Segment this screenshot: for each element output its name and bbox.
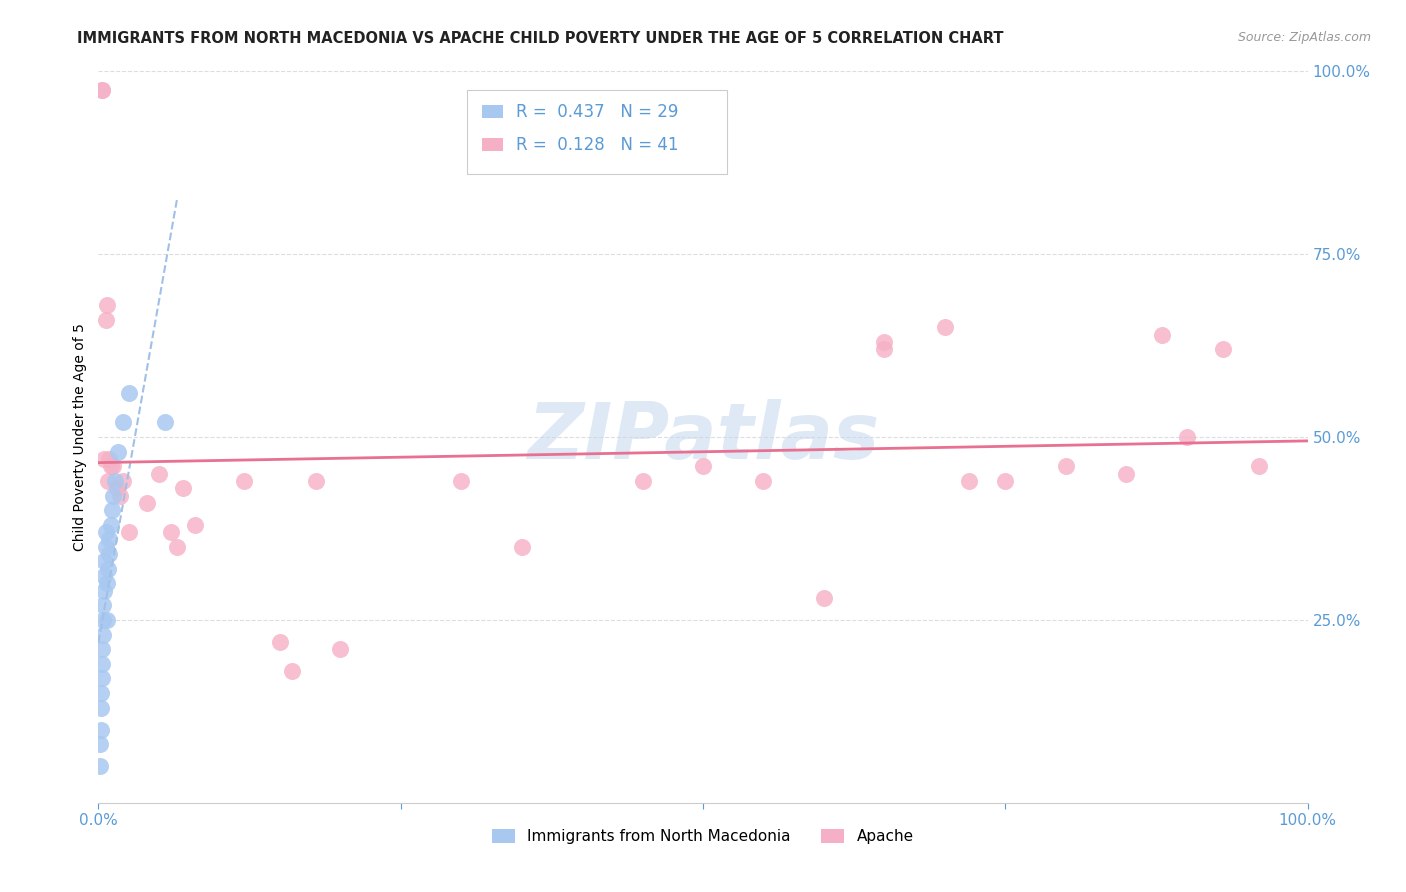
Point	[105, 481, 128, 495]
Point	[90, 723, 112, 737]
Point	[692, 459, 714, 474]
Point	[172, 481, 194, 495]
Point	[91, 672, 114, 686]
Point	[510, 540, 533, 554]
Point	[232, 474, 254, 488]
Point	[269, 635, 291, 649]
Point	[160, 525, 183, 540]
Point	[94, 540, 117, 554]
Point	[450, 474, 472, 488]
Point	[91, 657, 114, 671]
Point	[98, 452, 121, 467]
Point	[90, 686, 112, 700]
Point	[873, 343, 896, 357]
Point	[934, 320, 956, 334]
Text: Source: ZipAtlas.com: Source: ZipAtlas.com	[1237, 31, 1371, 45]
Point	[184, 517, 207, 532]
Point	[153, 416, 176, 430]
Point	[1212, 343, 1234, 357]
Point	[91, 627, 114, 641]
Point	[118, 525, 141, 540]
FancyBboxPatch shape	[482, 138, 503, 151]
Point	[101, 459, 124, 474]
Point	[1175, 430, 1198, 444]
Point	[813, 591, 835, 605]
Point	[90, 700, 112, 714]
Point	[93, 452, 115, 467]
Text: R =  0.128   N = 41: R = 0.128 N = 41	[516, 136, 678, 153]
Point	[166, 540, 188, 554]
Point	[135, 496, 157, 510]
Point	[93, 554, 115, 568]
Point	[107, 444, 129, 458]
Point	[96, 576, 118, 591]
Point	[752, 474, 775, 488]
Point	[873, 334, 896, 349]
Point	[305, 474, 328, 488]
Point	[91, 83, 114, 97]
Point	[100, 517, 122, 532]
Point	[994, 474, 1017, 488]
Text: ZIPatlas: ZIPatlas	[527, 399, 879, 475]
Point	[1054, 459, 1077, 474]
Point	[118, 386, 141, 401]
Point	[97, 474, 120, 488]
Point	[91, 613, 114, 627]
Point	[957, 474, 980, 488]
Point	[100, 503, 122, 517]
Point	[1152, 327, 1174, 342]
Point	[94, 525, 117, 540]
Point	[89, 737, 111, 751]
Point	[148, 467, 170, 481]
Point	[111, 474, 134, 488]
Point	[100, 459, 122, 474]
Point	[101, 489, 124, 503]
Point	[91, 83, 114, 97]
Point	[329, 642, 352, 657]
FancyBboxPatch shape	[482, 105, 503, 118]
Point	[631, 474, 654, 488]
Point	[108, 489, 131, 503]
Point	[93, 569, 115, 583]
Point	[94, 313, 117, 327]
Point	[1115, 467, 1137, 481]
Point	[96, 613, 118, 627]
Point	[89, 759, 111, 773]
Point	[91, 599, 114, 613]
Legend: Immigrants from North Macedonia, Apache: Immigrants from North Macedonia, Apache	[486, 822, 920, 850]
Point	[97, 562, 120, 576]
FancyBboxPatch shape	[467, 90, 727, 174]
Point	[91, 642, 114, 657]
Point	[1249, 459, 1271, 474]
Point	[98, 547, 121, 561]
Point	[111, 416, 134, 430]
Text: R =  0.437   N = 29: R = 0.437 N = 29	[516, 103, 678, 120]
Point	[104, 474, 127, 488]
Point	[96, 298, 118, 312]
Point	[93, 583, 115, 598]
Y-axis label: Child Poverty Under the Age of 5: Child Poverty Under the Age of 5	[73, 323, 87, 551]
Text: IMMIGRANTS FROM NORTH MACEDONIA VS APACHE CHILD POVERTY UNDER THE AGE OF 5 CORRE: IMMIGRANTS FROM NORTH MACEDONIA VS APACH…	[77, 31, 1004, 46]
Point	[281, 664, 304, 678]
Point	[98, 533, 121, 547]
